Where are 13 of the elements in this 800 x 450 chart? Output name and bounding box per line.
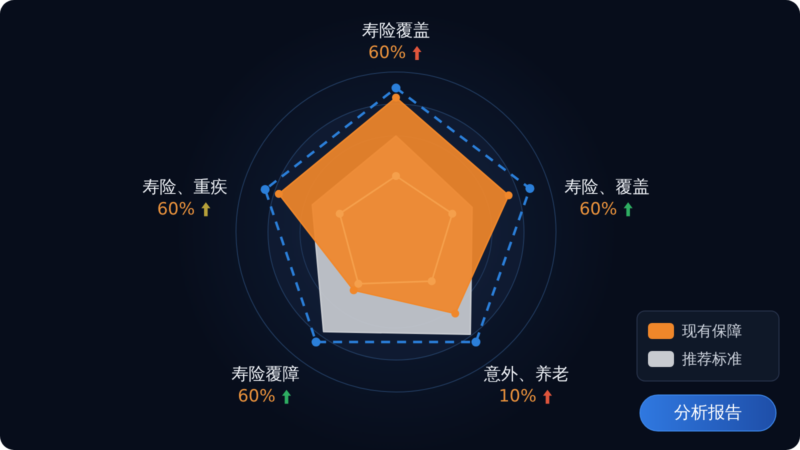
spoke-label: 寿险、覆盖: [564, 177, 650, 198]
legend-label: 推荐标准: [682, 350, 742, 368]
text: 60%: [157, 199, 195, 220]
text: 10%: [498, 386, 536, 407]
spoke-label: 寿险、重疾: [142, 177, 228, 198]
text: 60%: [579, 199, 618, 220]
spoke-label: 寿险覆障: [232, 364, 300, 385]
button: 分析报告: [640, 394, 776, 432]
spoke-label: 意外、养老: [482, 364, 569, 385]
text: 60%: [368, 43, 406, 63]
legend-label: 现有保障: [682, 322, 742, 340]
spoke-label: 寿险覆盖: [362, 21, 430, 41]
text: 60%: [238, 386, 276, 407]
